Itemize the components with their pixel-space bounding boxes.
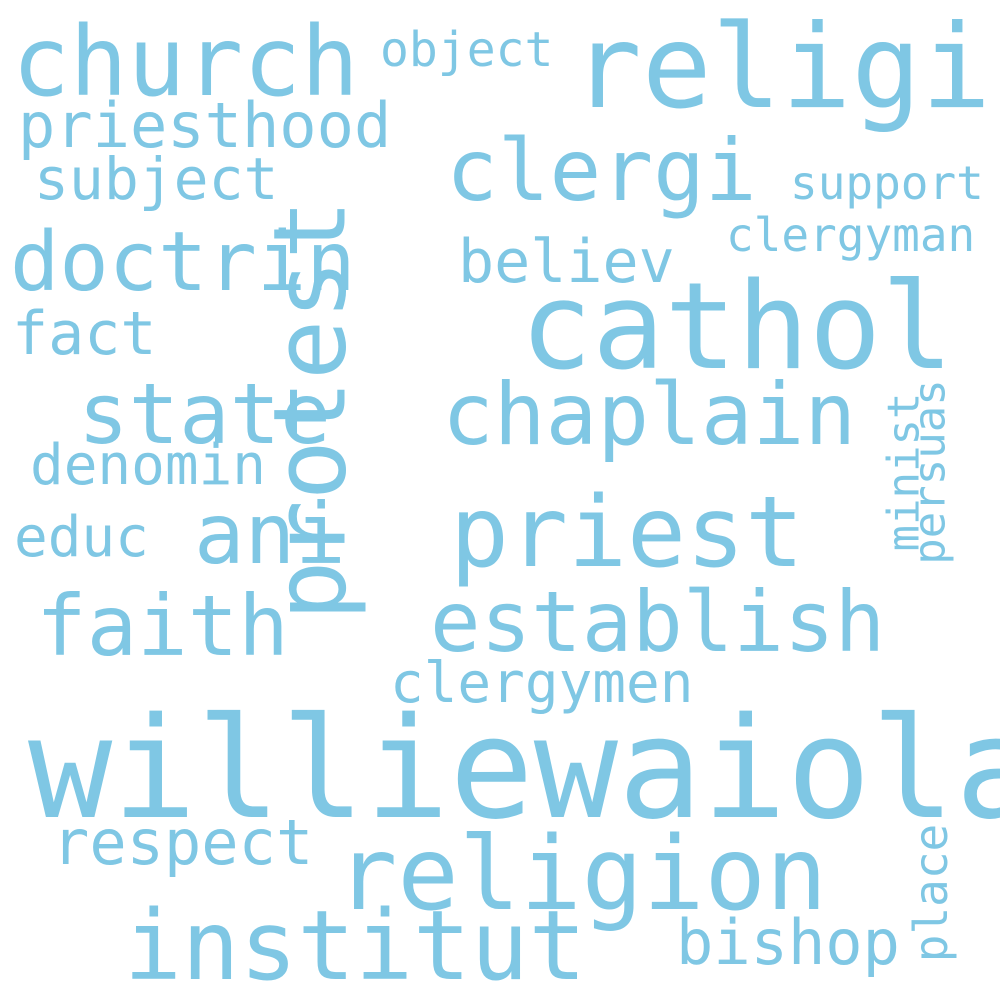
word-educ: educ — [14, 505, 149, 570]
word-persuas: persuas — [904, 379, 956, 565]
word-bishop: bishop — [676, 906, 900, 979]
word-clergymen: clergymen — [390, 651, 694, 716]
word-denomin: denomin — [30, 433, 267, 498]
word-fact: fact — [12, 299, 157, 369]
word-cathol: cathol — [520, 258, 954, 397]
word-faith: faith — [36, 577, 289, 675]
word-state: state — [78, 365, 331, 463]
word-believ: believ — [458, 227, 675, 297]
word-clergi: clergi — [446, 121, 757, 221]
word-williewaiola: williewaiola — [28, 688, 1000, 851]
word-institut: institut — [124, 890, 587, 1000]
word-doctrin: doctrin — [10, 215, 356, 310]
word-priesthood: priesthood — [18, 89, 392, 162]
word-ani: ani — [194, 485, 346, 583]
word-object: object — [380, 22, 554, 78]
word-respect: respect — [52, 806, 314, 879]
word-priest: priest — [450, 476, 805, 590]
word-religion: religion — [336, 815, 828, 934]
word-religi: religi — [572, 0, 992, 135]
word-establish: establish — [430, 573, 886, 671]
word-church: church — [12, 6, 359, 118]
word-protest: protest — [251, 199, 369, 621]
word-clergyman: clergyman — [726, 208, 976, 262]
word-place: place — [904, 823, 959, 963]
word-chaplain: chaplain — [442, 365, 857, 465]
word-subject: subject — [34, 145, 279, 213]
word-support: support — [790, 156, 984, 210]
